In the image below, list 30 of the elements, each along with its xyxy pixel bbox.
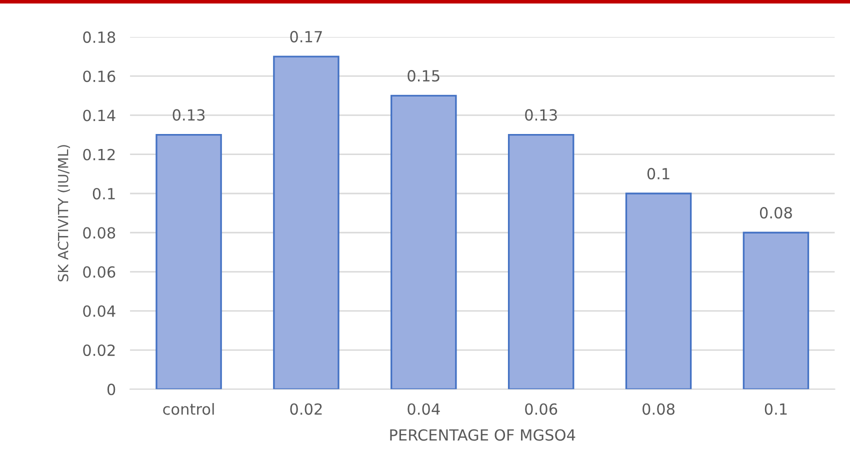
- bar: [742, 232, 810, 390]
- y-tick-label: 0.18: [83, 31, 116, 43]
- bar: [390, 94, 457, 390]
- y-tick-label: 0: [107, 384, 116, 396]
- bar: [625, 192, 692, 390]
- x-tick-label: 0.02: [290, 403, 322, 415]
- bar: [156, 134, 222, 390]
- x-tick-label: control: [163, 403, 214, 415]
- data-label: 0.13: [172, 109, 205, 121]
- x-tick-label: 0.06: [525, 403, 558, 415]
- x-tick-label: 0.1: [764, 403, 787, 415]
- y-tick-label: 0.08: [83, 227, 116, 239]
- y-tick-label: 0.06: [83, 266, 116, 278]
- bar: [273, 56, 340, 390]
- y-tick-label: 0.1: [92, 188, 115, 200]
- y-axis-title: SK ACTIVITY (IU/ML): [58, 145, 70, 282]
- data-label: 0.08: [760, 207, 792, 219]
- data-label: 0.13: [525, 109, 557, 121]
- x-tick-label: 0.04: [408, 403, 440, 415]
- y-tick-label: 0.02: [83, 344, 115, 356]
- bar: [508, 134, 574, 390]
- x-axis-title: PERCENTAGE OF MGSO4: [390, 429, 576, 441]
- y-tick-label: 0.16: [83, 70, 116, 82]
- y-tick-label: 0.12: [83, 148, 115, 160]
- data-label: 0.15: [408, 70, 440, 82]
- y-tick-label: 0.04: [83, 305, 116, 317]
- data-label: 0.1: [647, 168, 670, 180]
- y-tick-label: 0.14: [83, 110, 116, 122]
- x-tick-label: 0.08: [642, 403, 674, 415]
- data-label: 0.17: [290, 30, 322, 42]
